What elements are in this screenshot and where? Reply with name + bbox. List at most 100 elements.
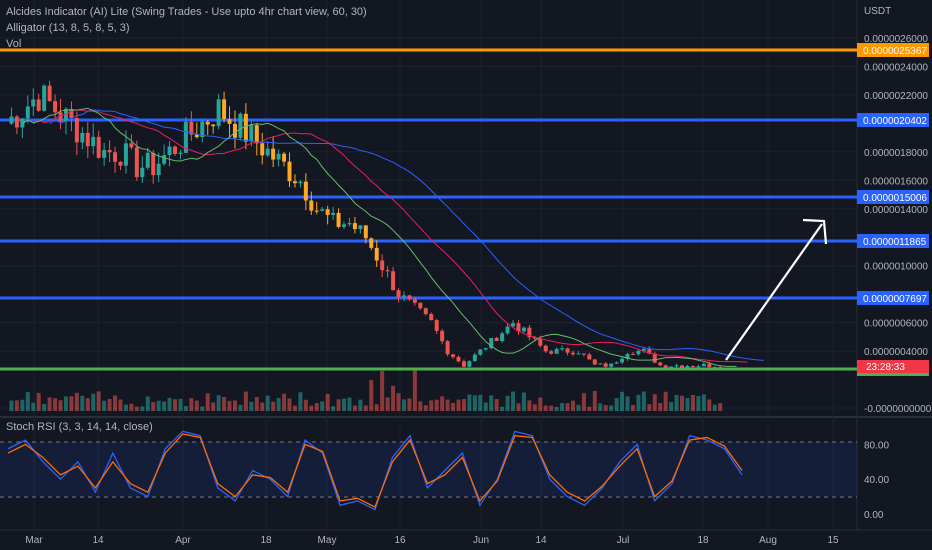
volume-bar — [363, 405, 368, 411]
volume-bar — [25, 392, 30, 411]
candle-body — [36, 99, 41, 111]
volume-bar — [309, 405, 314, 411]
candle-body — [374, 247, 379, 261]
vol-legend[interactable]: Vol — [6, 38, 22, 50]
volume-bar — [69, 396, 74, 411]
volume-bar — [189, 398, 194, 411]
candle-body — [718, 367, 723, 369]
currency-label: USDT — [864, 6, 891, 17]
price-tick-label: -0.0000000000 — [864, 404, 932, 415]
volume-bar — [303, 399, 308, 411]
level-badge-label: 0.0000011865 — [863, 237, 927, 248]
candle-body — [467, 361, 472, 367]
volume-bar — [53, 398, 58, 411]
candle-body — [347, 223, 352, 225]
candle-body — [592, 359, 597, 365]
candle-body — [581, 353, 586, 355]
candle-body — [314, 210, 319, 212]
candle-body — [560, 348, 565, 350]
volume-bar — [598, 403, 603, 411]
time-axis[interactable]: Mar 14 Apr 18 May 16 Jun 14 Jul 18 Aug 15 — [25, 535, 839, 546]
level-badge — [857, 190, 929, 204]
volume-bar — [118, 399, 123, 411]
candle-body — [647, 348, 652, 354]
volume-bar — [113, 395, 118, 411]
volume-bar — [282, 393, 287, 411]
volume-bar — [440, 396, 445, 411]
candle-body — [80, 132, 85, 143]
candle-body — [434, 320, 439, 331]
indicator-legend[interactable]: Alcides Indicator (AI) Lite (Swing Trade… — [6, 6, 367, 18]
arrow-head[interactable] — [802, 218, 828, 245]
rsi-tick-label: 80.00 — [864, 440, 889, 451]
price-pane[interactable] — [0, 0, 857, 416]
volume-bar — [489, 395, 494, 411]
candle-body — [107, 149, 112, 153]
countdown-badge — [857, 360, 929, 373]
volume-bar — [685, 398, 690, 411]
candlesticks — [9, 80, 723, 370]
volume-bar — [570, 400, 575, 411]
candle-body — [58, 112, 63, 122]
candle-body — [189, 121, 194, 135]
candle-body — [167, 146, 172, 156]
candle-body — [265, 148, 270, 156]
candle-body — [303, 181, 308, 201]
volume-bar — [287, 398, 292, 411]
volume-bar — [456, 399, 461, 411]
candle-body — [14, 116, 19, 128]
candle-body — [391, 271, 396, 291]
volume-bar — [592, 391, 597, 411]
stoch-legend[interactable]: Stoch RSI (3, 3, 14, 14, close) — [6, 421, 153, 433]
volume-bar — [260, 402, 265, 411]
candle-body — [554, 349, 559, 354]
volume-bar — [603, 405, 608, 411]
level-badge-label: 0.0000020402 — [863, 116, 927, 127]
volume-bar — [151, 402, 156, 411]
candle-body — [331, 212, 336, 215]
candle-body — [205, 121, 210, 125]
volume-bar — [91, 393, 96, 411]
stoch-d-line — [7, 433, 743, 508]
time-tick-label: 14 — [535, 535, 547, 546]
candle-body — [620, 358, 625, 363]
candle-body — [472, 354, 477, 362]
candle-body — [113, 152, 118, 162]
volume-bar — [554, 406, 559, 411]
stoch-pane[interactable] — [0, 418, 857, 530]
candle-body — [222, 99, 227, 120]
candle-body — [707, 363, 712, 368]
candle-body — [543, 345, 548, 352]
candle-body — [309, 200, 314, 211]
volume-bar — [707, 399, 712, 411]
level-badge-label: 0.0000015006 — [863, 193, 927, 204]
volume-bar — [74, 392, 79, 411]
candle-body — [641, 348, 646, 351]
candle-body — [336, 212, 341, 227]
rsi-axis: 80.00 40.00 0.00 — [864, 440, 889, 521]
candle-body — [325, 209, 330, 215]
candle-body — [271, 148, 276, 160]
volume-bar — [216, 395, 221, 411]
candle-body — [178, 152, 183, 154]
candle-body — [669, 366, 674, 368]
alligator-legend[interactable]: Alligator (13, 8, 5, 8, 5, 3) — [6, 22, 130, 34]
volume-bar — [249, 401, 254, 411]
arrow-line[interactable] — [725, 223, 823, 361]
volume-bar — [478, 394, 483, 411]
candle-body — [363, 225, 368, 239]
price-tick-label: 0.0000018000 — [864, 148, 928, 159]
candle-body — [129, 143, 134, 148]
volume-bar — [680, 395, 685, 411]
volume-bar — [538, 397, 543, 411]
volume-bar — [347, 397, 352, 411]
volume-bar — [696, 396, 701, 411]
volume-bar — [167, 397, 172, 411]
candle-body — [249, 125, 254, 142]
projection-arrow[interactable] — [725, 218, 828, 361]
volume-bar — [391, 385, 396, 411]
candle-body — [151, 152, 156, 176]
price-axis[interactable]: 0.0000026000 0.0000024000 0.0000022000 0.00… — [864, 34, 932, 415]
volume-bar — [194, 400, 199, 411]
